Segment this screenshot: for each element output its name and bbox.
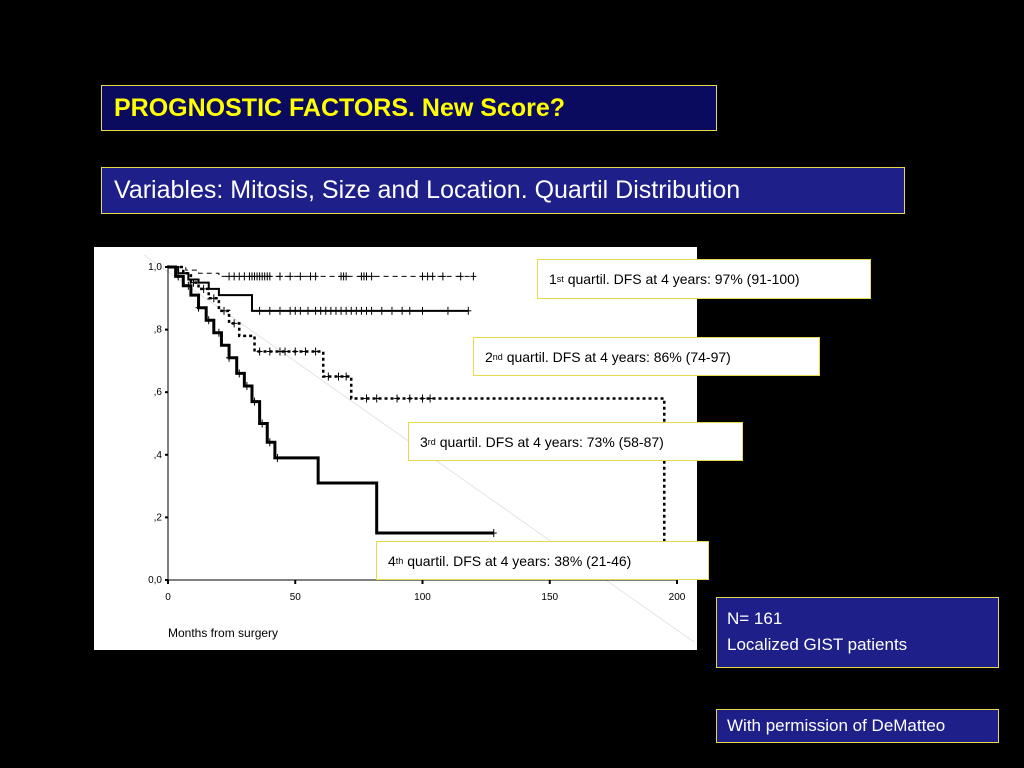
- x-tick-label: 50: [290, 592, 302, 603]
- slide-title: PROGNOSTIC FACTORS. New Score?: [101, 85, 717, 131]
- cohort-population: Localized GIST patients: [727, 635, 908, 654]
- quartile-4-text: quartil. DFS at 4 years: 38% (21-46): [403, 552, 632, 569]
- y-tick-label: ,6: [154, 387, 163, 398]
- y-tick-label: ,4: [154, 450, 163, 461]
- permission-note: With permission of DeMatteo: [716, 709, 999, 743]
- survival-curve-2: [168, 266, 469, 312]
- survival-curve-4: [168, 265, 494, 535]
- quartile-3-text: quartil. DFS at 4 years: 73% (58-87): [435, 433, 664, 450]
- quartile-1-ordinal: 1: [549, 271, 557, 287]
- kaplan-meier-chart: 0,0 ,2 ,4 ,6 ,8 1,0 0 50 100 150 200 Months from su…: [143, 254, 695, 643]
- x-tick-label: 100: [414, 592, 431, 603]
- y-tick-label: 0,0: [148, 575, 162, 586]
- cohort-size: N= 161: [727, 609, 783, 628]
- y-tick-label: 1,0: [148, 262, 162, 273]
- quartile-2-ordinal: 2: [485, 348, 493, 365]
- cohort-info-box: N= 161 Localized GIST patients: [716, 597, 999, 668]
- slide-subtitle: Variables: Mitosis, Size and Location. Q…: [101, 167, 905, 214]
- quartile-2-text: quartil. DFS at 4 years: 86% (74-97): [502, 348, 731, 365]
- y-tick-label: ,2: [154, 512, 163, 523]
- x-axis-title: Months from surgery: [168, 626, 278, 640]
- quartile-4-ordinal: 4: [388, 552, 396, 569]
- x-tick-label: 200: [669, 592, 686, 603]
- y-tick-label: ,8: [154, 325, 163, 336]
- survival-curve-1: [168, 266, 474, 277]
- quartile-1-text: quartil. DFS at 4 years: 97% (91-100): [563, 271, 800, 287]
- x-tick-label: 0: [165, 592, 171, 603]
- x-tick-label: 150: [541, 592, 558, 603]
- quartile-3-ordinal: 3: [420, 433, 428, 450]
